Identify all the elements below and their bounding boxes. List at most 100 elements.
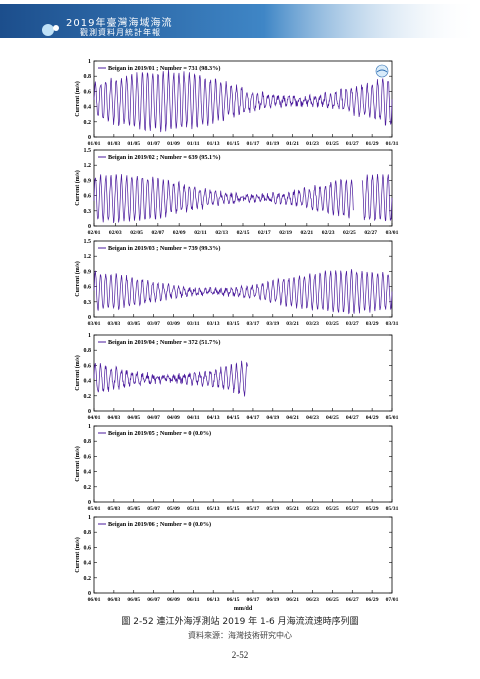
header-banner xyxy=(0,4,480,38)
x-tick-label: 04/25 xyxy=(326,415,339,421)
y-tick-label: 0.6 xyxy=(84,454,92,460)
x-tick-label: 04/13 xyxy=(207,415,220,421)
y-tick-label: 1 xyxy=(88,515,91,521)
x-tick-label: 04/27 xyxy=(346,415,359,421)
x-tick-label: 01/17 xyxy=(247,141,260,147)
x-tick-label: 03/03 xyxy=(107,321,120,327)
y-tick-label: 0.4 xyxy=(84,379,92,385)
x-tick-label: 06/27 xyxy=(346,597,359,603)
x-tick-label: 03/11 xyxy=(187,321,200,327)
x-tick-label: 02/03 xyxy=(109,230,122,236)
y-tick-label: 1 xyxy=(88,333,91,339)
y-tick-label: 0.9 xyxy=(84,269,92,275)
x-tick-label: 03/27 xyxy=(346,321,359,327)
y-tick-label: 0 xyxy=(88,135,91,141)
series-line xyxy=(93,269,393,315)
x-tick-label: 02/05 xyxy=(130,230,143,236)
x-tick-label: 04/01 xyxy=(88,415,101,421)
x-tick-label: 01/03 xyxy=(107,141,120,147)
x-tick-label: 02/27 xyxy=(364,230,377,236)
legend-label: Beigan in 2019/02 ; Number = 639 (95.1%) xyxy=(108,154,220,161)
x-tick-label: 03/19 xyxy=(266,321,279,327)
legend-label: Beigan in 2019/06 ; Number = 0 (0.0%) xyxy=(108,521,211,528)
plot-frame xyxy=(93,240,393,318)
x-tick-label: 02/15 xyxy=(237,230,250,236)
x-tick-label: 04/17 xyxy=(247,415,260,421)
x-tick-label: 03/01 xyxy=(88,321,101,327)
y-tick-label: 0.8 xyxy=(84,74,92,80)
x-tick-label: 03/09 xyxy=(167,321,180,327)
x-tick-label: 06/25 xyxy=(326,597,339,603)
x-tick-label: 03/25 xyxy=(326,321,339,327)
y-tick-label: 0.6 xyxy=(84,363,92,369)
y-tick-label: 0.4 xyxy=(84,470,92,476)
x-tick-label: 06/17 xyxy=(247,597,260,603)
x-tick-label: 01/15 xyxy=(227,141,240,147)
x-axis-label: mm/dd xyxy=(234,606,253,612)
x-tick-label: 02/21 xyxy=(300,230,313,236)
y-tick-label: 1.5 xyxy=(84,148,92,154)
x-tick-label: 03/31 xyxy=(386,321,399,327)
series-line xyxy=(93,360,248,397)
x-tick-label: 06/29 xyxy=(366,597,379,603)
plot-frame xyxy=(93,516,393,594)
x-tick-label: 06/11 xyxy=(187,597,200,603)
x-tick-label: 05/31 xyxy=(386,506,399,512)
legend-label: Beigan in 2019/05 ; Number = 0 (0.0%) xyxy=(108,430,211,437)
series-line xyxy=(93,174,354,223)
plot-frame xyxy=(93,425,393,503)
x-tick-label: 05/05 xyxy=(127,506,140,512)
x-tick-label: 01/01 xyxy=(88,141,101,147)
x-tick-label: 02/23 xyxy=(322,230,335,236)
x-tick-label: 03/01 xyxy=(386,230,399,236)
x-tick-label: 01/29 xyxy=(366,141,379,147)
y-tick-label: 0.6 xyxy=(84,89,92,95)
x-tick-label: 04/15 xyxy=(227,415,240,421)
station-logo-icon xyxy=(375,64,389,78)
x-tick-label: 03/13 xyxy=(207,321,220,327)
wave-icon xyxy=(376,69,388,73)
x-tick-label: 01/31 xyxy=(386,141,399,147)
x-tick-label: 02/07 xyxy=(151,230,164,236)
x-tick-label: 06/03 xyxy=(107,597,120,603)
x-tick-label: 07/01 xyxy=(386,597,399,603)
source-caption: 資料來源：海灣技術研究中心 xyxy=(188,631,292,640)
y-tick-label: 0.8 xyxy=(84,348,92,354)
x-tick-label: 06/21 xyxy=(286,597,299,603)
y-tick-label: 1 xyxy=(88,424,91,430)
x-tick-label: 03/07 xyxy=(147,321,160,327)
x-tick-label: 01/27 xyxy=(346,141,359,147)
x-tick-label: 03/17 xyxy=(247,321,260,327)
y-tick-label: 0.6 xyxy=(84,545,92,551)
y-tick-label: 0.6 xyxy=(84,285,92,291)
x-tick-label: 04/19 xyxy=(266,415,279,421)
x-tick-label: 06/13 xyxy=(207,597,220,603)
x-tick-label: 01/21 xyxy=(286,141,299,147)
figure-caption: 圖 2-52 連江外海浮測站 2019 年 1-6 月海流流速時序列圖 xyxy=(121,617,359,627)
y-tick-label: 0.9 xyxy=(84,178,92,184)
x-tick-label: 02/01 xyxy=(88,230,101,236)
x-tick-label: 04/23 xyxy=(306,415,319,421)
x-tick-label: 05/01 xyxy=(88,506,101,512)
x-tick-label: 05/09 xyxy=(167,506,180,512)
y-tick-label: 0 xyxy=(88,315,91,321)
x-tick-label: 06/05 xyxy=(127,597,140,603)
series-line xyxy=(93,69,393,133)
x-tick-label: 05/07 xyxy=(147,506,160,512)
x-tick-label: 03/29 xyxy=(366,321,379,327)
x-tick-label: 06/19 xyxy=(266,597,279,603)
y-tick-label: 1.2 xyxy=(84,163,92,169)
x-tick-label: 06/15 xyxy=(227,597,240,603)
x-tick-label: 02/11 xyxy=(194,230,207,236)
x-tick-label: 03/21 xyxy=(286,321,299,327)
y-tick-label: 0.6 xyxy=(84,194,92,200)
y-tick-label: 0.2 xyxy=(84,485,92,491)
x-tick-label: 05/19 xyxy=(266,506,279,512)
x-tick-label: 06/09 xyxy=(167,597,180,603)
y-tick-label: 0.8 xyxy=(84,530,92,536)
x-tick-label: 01/19 xyxy=(266,141,279,147)
x-tick-label: 02/19 xyxy=(279,230,292,236)
x-tick-label: 05/15 xyxy=(227,506,240,512)
x-tick-label: 05/17 xyxy=(247,506,260,512)
logo-icon xyxy=(42,24,54,36)
